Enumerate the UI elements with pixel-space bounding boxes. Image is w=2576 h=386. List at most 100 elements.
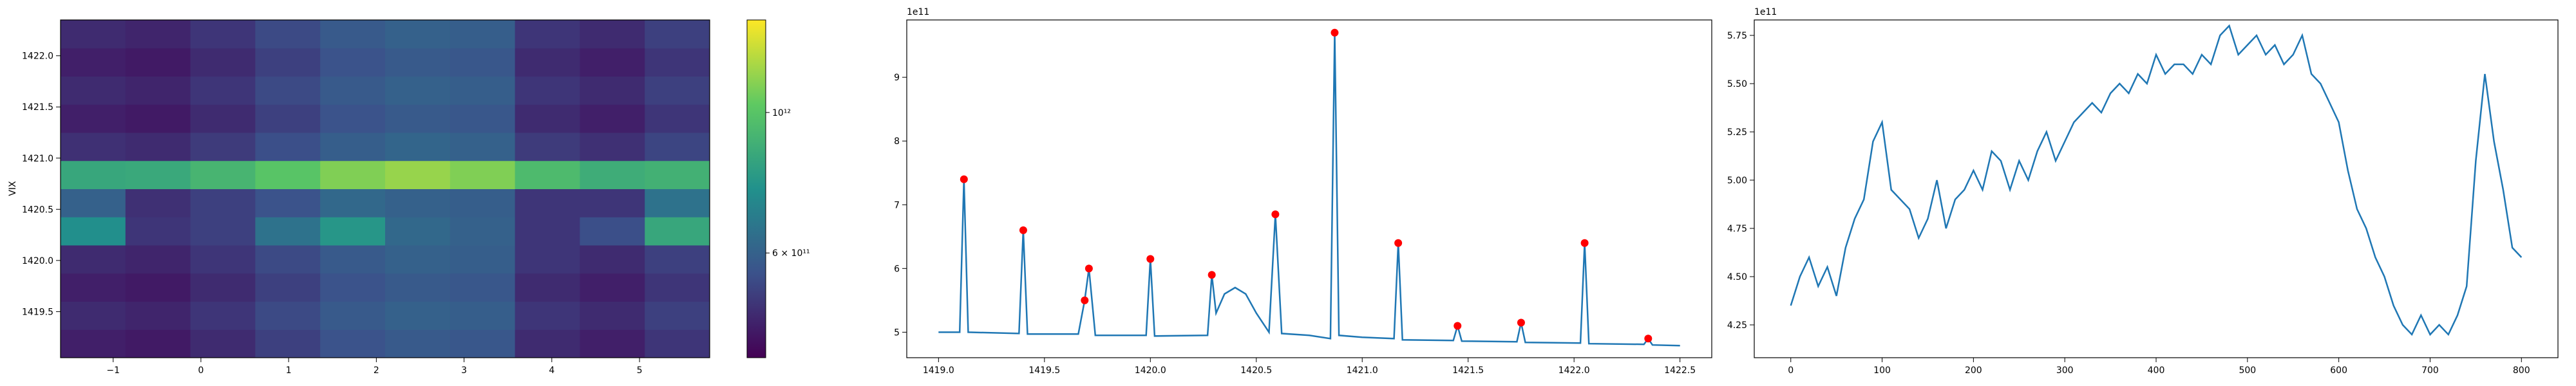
colorbar xyxy=(746,19,766,358)
colorbar-tick-label: 10¹² xyxy=(772,108,791,118)
heatmap-cell xyxy=(190,188,256,217)
heatmap-cell xyxy=(320,217,386,246)
heatmap-cell xyxy=(450,20,516,49)
heatmap-cell xyxy=(645,160,710,189)
heatmap-cell xyxy=(125,48,191,77)
heatmap-cell xyxy=(385,133,451,161)
heatmap-cell xyxy=(580,329,645,358)
y-tick-label: 7 xyxy=(894,200,900,210)
data-line xyxy=(938,32,1680,347)
heatmap-cell xyxy=(190,48,256,77)
y-tick-label: 1422.0 xyxy=(22,51,53,62)
y-tick-label: 5.00 xyxy=(1727,176,1747,186)
heatmap-cell xyxy=(645,188,710,217)
heatmap-cell xyxy=(385,245,451,274)
heatmap-cell xyxy=(255,188,321,217)
offset-label: 1e11 xyxy=(1754,7,1777,17)
x-tick-label: 400 xyxy=(2148,365,2165,376)
y-tick-label: 4.50 xyxy=(1727,272,1747,282)
heatmap-cell xyxy=(61,329,126,358)
heatmap-cell xyxy=(385,329,451,358)
y-tick-label: 1419.5 xyxy=(22,307,53,317)
heatmap-cell xyxy=(190,160,256,189)
heatmap-cell xyxy=(645,273,710,302)
heatmap-cell xyxy=(255,20,321,49)
y-axis-label: VIX xyxy=(8,181,18,196)
axes-frame xyxy=(1754,19,2559,358)
x-tick-label: 1422.0 xyxy=(1558,365,1590,376)
y-tick-label: 5.75 xyxy=(1727,31,1747,41)
heatmap-cell xyxy=(190,76,256,105)
x-tick-label: 1 xyxy=(286,365,292,376)
heatmap-cell xyxy=(125,217,191,246)
heatmap-cell xyxy=(645,76,710,105)
heatmap-cell xyxy=(515,104,580,133)
heatmap-cell xyxy=(61,217,126,246)
heatmap-cell xyxy=(320,20,386,49)
heatmap-cell xyxy=(645,104,710,133)
heatmap-cell xyxy=(645,301,710,330)
x-tick-label: 5 xyxy=(637,365,643,376)
heatmap-cell xyxy=(450,329,516,358)
heatmap-cell xyxy=(385,301,451,330)
y-tick-label: 1420.0 xyxy=(22,256,53,266)
heatmap-cell xyxy=(61,301,126,330)
y-tick-label: 1421.0 xyxy=(22,154,53,164)
heatmap-cell xyxy=(255,301,321,330)
heatmap-cell xyxy=(645,20,710,49)
x-tick-label: 2 xyxy=(374,365,379,376)
heatmap-cell xyxy=(125,273,191,302)
peak-marker xyxy=(1580,239,1589,247)
peak-marker xyxy=(1394,239,1403,247)
data-line xyxy=(1790,24,2523,336)
heatmap-cell xyxy=(61,76,126,105)
heatmap-cell xyxy=(255,76,321,105)
heatmap-cell xyxy=(255,133,321,161)
heatmap-cell xyxy=(450,273,516,302)
y-tick-label: 5 xyxy=(894,327,900,338)
heatmap-cell xyxy=(125,301,191,330)
heatmap-cell xyxy=(645,217,710,246)
x-tick-label: 1421.0 xyxy=(1347,365,1378,376)
x-tick-label: 500 xyxy=(2239,365,2256,376)
heatmap-cell xyxy=(515,76,580,105)
peak-marker xyxy=(1271,210,1280,219)
heatmap-cell xyxy=(320,104,386,133)
heatmap-cell xyxy=(190,133,256,161)
heatmap-cell xyxy=(190,329,256,358)
heatmap-cell xyxy=(320,245,386,274)
heatmap-cell xyxy=(580,245,645,274)
heatmap-cell xyxy=(125,20,191,49)
heatmap-cell xyxy=(580,188,645,217)
axes-frame xyxy=(906,19,1712,358)
heatmap-cell xyxy=(580,20,645,49)
heatmap-cell xyxy=(450,48,516,77)
y-tick-label: 9 xyxy=(894,73,900,83)
heatmap-cell xyxy=(645,245,710,274)
peak-marker xyxy=(960,175,968,183)
heatmap-cell xyxy=(61,245,126,274)
heatmap-cell xyxy=(61,48,126,77)
offset-label: 1e11 xyxy=(907,7,929,17)
y-tick-label: 8 xyxy=(894,136,900,147)
heatmap-cell xyxy=(385,188,451,217)
heatmap-cell xyxy=(125,329,191,358)
heatmap-cell xyxy=(580,301,645,330)
x-tick-label: 800 xyxy=(2513,365,2530,376)
heatmap-cell xyxy=(450,301,516,330)
heatmap-cell xyxy=(515,217,580,246)
heatmap-cell xyxy=(320,48,386,77)
x-tick-label: −1 xyxy=(106,365,120,376)
heatmap-cell xyxy=(190,301,256,330)
peak-marker xyxy=(1084,264,1093,273)
heatmap-cell xyxy=(580,48,645,77)
heatmap-cell xyxy=(320,329,386,358)
heatmap-cell xyxy=(320,301,386,330)
heatmap-cell xyxy=(580,160,645,189)
heatmap-cell xyxy=(450,245,516,274)
peak-marker xyxy=(1644,335,1653,343)
x-tick-label: 300 xyxy=(2056,365,2074,376)
peak-marker xyxy=(1331,28,1339,37)
y-tick-label: 4.25 xyxy=(1727,320,1747,331)
